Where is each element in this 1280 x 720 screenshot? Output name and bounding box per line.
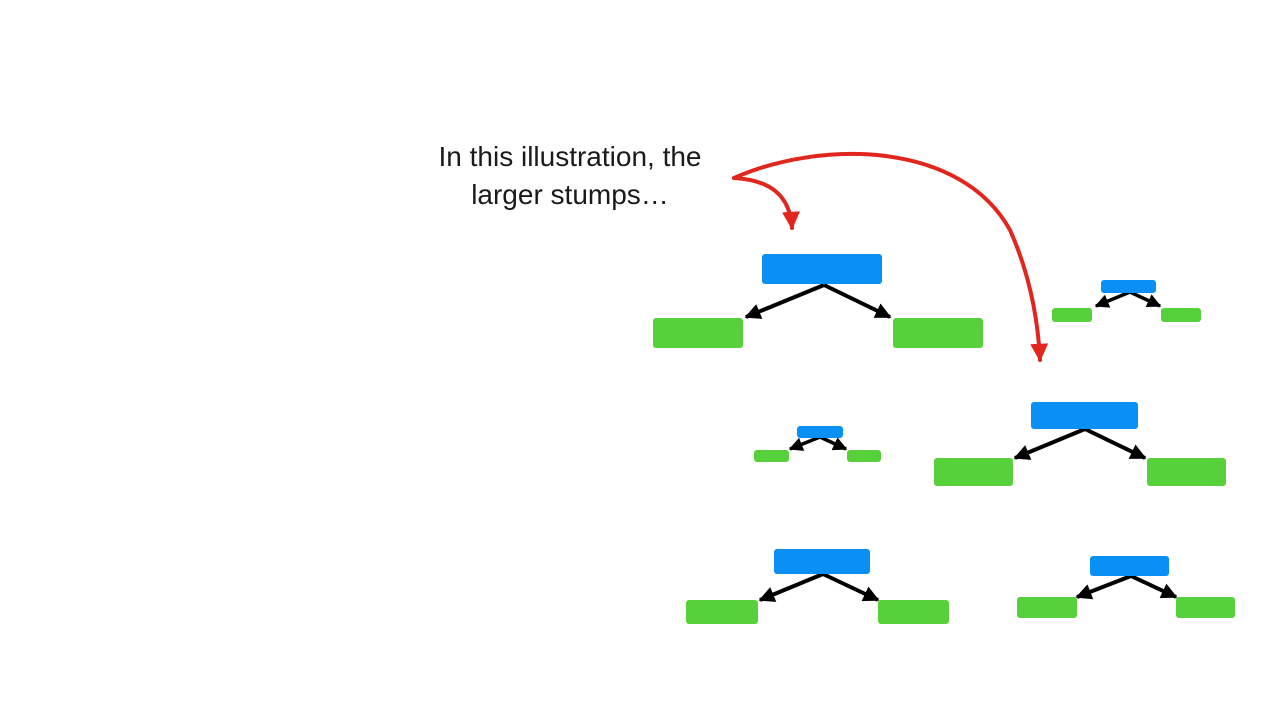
callout-arrow-to-stump-1 [732, 176, 800, 230]
root-node [1090, 556, 1169, 576]
caption-line-2: larger stumps… [471, 179, 669, 210]
stump-medium-bottom-right [1017, 556, 1235, 618]
edge-left [744, 283, 825, 319]
edge-left [1075, 574, 1132, 600]
stump-medium-bottom-left [686, 549, 949, 624]
stump-tiny-top-right [1052, 280, 1201, 322]
leaf-node-right [878, 600, 949, 624]
stump-large-middle-right [934, 402, 1226, 486]
leaf-node-left [686, 600, 758, 624]
leaf-node-right [1147, 458, 1226, 486]
leaf-node-left [653, 318, 743, 348]
leaf-node-right [847, 450, 881, 462]
callout-arrow-to-stump-2 [732, 152, 1049, 362]
leaf-node-left [1052, 308, 1092, 322]
caption-line-1: In this illustration, the [438, 141, 702, 172]
root-node [762, 254, 882, 284]
edge-left [1013, 427, 1086, 460]
edge-left [758, 572, 824, 602]
leaf-node-right [893, 318, 983, 348]
edge-right [819, 435, 848, 451]
edge-right [1130, 574, 1178, 599]
edge-right [1084, 427, 1147, 460]
leaf-node-right [1161, 308, 1201, 322]
edge-right [822, 572, 880, 602]
leaf-node-left [934, 458, 1013, 486]
stump-tiny-middle-left [754, 426, 881, 462]
caption: In this illustration, the larger stumps… [380, 138, 760, 214]
edge-left [1094, 290, 1131, 308]
root-node [1031, 402, 1138, 429]
edge-right [823, 283, 892, 319]
edge-left [788, 435, 821, 451]
stump-large-top-left [653, 254, 983, 348]
root-node [797, 426, 843, 438]
edge-right [1129, 290, 1162, 308]
leaf-node-left [1017, 597, 1077, 618]
root-node [774, 549, 870, 574]
root-node [1101, 280, 1156, 293]
leaf-node-left [754, 450, 789, 462]
leaf-node-right [1176, 597, 1235, 618]
